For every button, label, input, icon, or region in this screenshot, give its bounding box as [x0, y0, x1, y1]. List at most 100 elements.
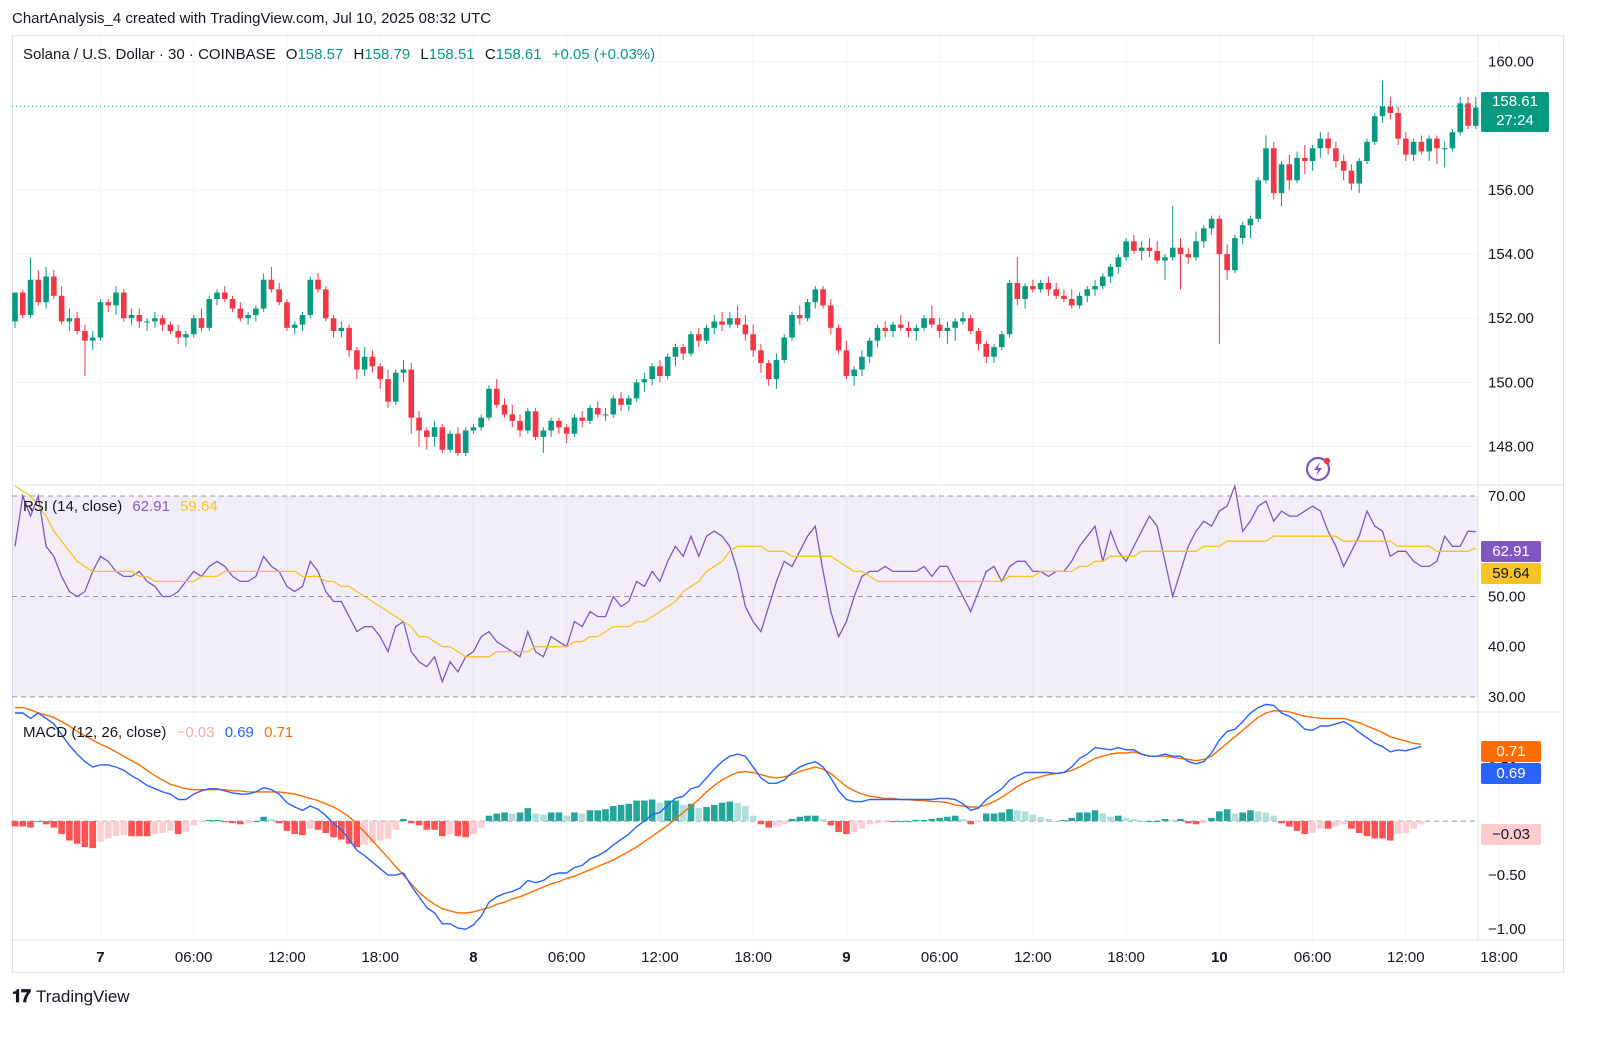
rsi-tick-label: 40.00	[1488, 639, 1526, 656]
candle-body	[517, 420, 523, 431]
footer-brand[interactable]: 𝟏𝟕 TradingView	[12, 986, 130, 1007]
candle-body	[377, 366, 383, 380]
candle-body	[742, 324, 749, 335]
candle-body	[556, 420, 562, 428]
decorations	[1305, 456, 1331, 482]
macd-hist-bar	[967, 821, 975, 825]
macd-hist-bar	[493, 813, 501, 822]
macd-hist-bar	[1099, 813, 1107, 822]
macd-hist-bar	[1021, 811, 1029, 822]
candle-body	[866, 340, 873, 357]
macd-hist-bar	[27, 821, 34, 828]
candle-body	[291, 324, 298, 328]
macd-hist-bar	[812, 815, 819, 822]
candle-body	[470, 427, 477, 431]
rsi-title: RSI (14, close)	[23, 498, 123, 515]
macd-axis-tag: 0.69	[1481, 763, 1541, 784]
candle-body	[843, 350, 850, 376]
candle-body	[688, 334, 694, 354]
candle-body	[727, 318, 733, 325]
candle-body	[1387, 106, 1394, 113]
macd-hist-bar	[1006, 809, 1013, 822]
macd-hist-bar	[734, 802, 741, 822]
macd-hist-bar	[1083, 812, 1091, 822]
macd-hist-bar	[843, 821, 850, 835]
macd-hist-bar	[252, 821, 260, 823]
candle-body	[113, 292, 119, 306]
macd-hist-bar	[1161, 818, 1169, 822]
macd-hist-bar	[672, 800, 679, 822]
candle-body	[167, 324, 174, 332]
macd-hist-bar	[780, 821, 788, 825]
x-tick-label: 8	[469, 949, 477, 966]
price-tick-label: 148.00	[1488, 439, 1534, 456]
macd-hist-bar	[1394, 821, 1402, 835]
candle-body	[330, 318, 337, 332]
macd-hist-bar	[975, 821, 982, 823]
candle-body	[1123, 241, 1129, 258]
x-tick-label: 18:00	[361, 949, 399, 966]
candle-body	[1100, 276, 1106, 287]
macd-hist-bar	[532, 813, 539, 822]
macd-hist-bar	[415, 821, 423, 826]
candle-body	[361, 356, 368, 370]
candle-body	[97, 302, 104, 338]
candle-body	[175, 331, 181, 338]
macd-hist-bar	[89, 821, 96, 849]
macd-hist-bar	[516, 812, 524, 822]
macd-hist-bar	[508, 813, 516, 822]
badge-bolt	[1314, 462, 1322, 476]
candle-body	[820, 289, 826, 306]
macd-hist-bar	[1379, 821, 1386, 839]
candle-body	[719, 321, 725, 325]
macd-hist-bar	[369, 821, 376, 843]
macd-hist-bar	[617, 804, 625, 822]
last-price-tag: 158.61 27:24	[1481, 92, 1549, 132]
macd-hist-bar	[540, 814, 547, 822]
candle-body	[245, 315, 251, 319]
candle-body	[1045, 282, 1052, 290]
candle-body	[765, 363, 772, 380]
candle-body	[1379, 106, 1386, 117]
macd-hist-value: −0.03	[176, 724, 215, 741]
candle-body	[455, 433, 461, 453]
candle-body	[354, 350, 360, 370]
macd-hist-bar	[936, 817, 943, 822]
candle-body	[1309, 148, 1316, 162]
macd-line	[15, 703, 1422, 930]
macd-hist-bar	[1332, 821, 1340, 827]
candle-body	[400, 369, 407, 373]
macd-hist-bar	[299, 821, 306, 836]
tradingview-logo-icon: 𝟏𝟕	[12, 986, 31, 1006]
candle-body	[835, 327, 842, 351]
candle-body	[1107, 266, 1114, 277]
signal-line	[15, 706, 1422, 914]
macd-hist-bar	[244, 821, 252, 824]
candle-body	[750, 334, 756, 351]
candle-body	[478, 417, 484, 428]
candle-body	[392, 372, 399, 402]
candle-body	[525, 411, 531, 431]
macd-hist-bar	[866, 821, 873, 825]
price-tick-label: 156.00	[1488, 182, 1534, 199]
candle-body	[1239, 225, 1246, 239]
macd-hist-bar	[1410, 821, 1417, 829]
candle-body	[416, 417, 422, 431]
high-label: H	[353, 46, 365, 63]
macd-hist-bar	[1138, 821, 1145, 823]
macd-hist-bar	[1068, 817, 1076, 822]
price-tick-label: 160.00	[1488, 54, 1534, 71]
candle-body	[563, 427, 570, 434]
macd-hist-bar	[1029, 814, 1037, 822]
macd-hist-bar	[35, 821, 42, 823]
candle-body	[1006, 282, 1013, 335]
macd-hist-bar	[462, 821, 469, 838]
close-value: 158.61	[495, 46, 542, 63]
candle-body	[237, 308, 244, 319]
candle-body	[804, 302, 811, 319]
macd-hist-bar	[384, 821, 392, 839]
macd-tick-label: −0.50	[1488, 867, 1526, 884]
candle-body	[260, 279, 267, 309]
candle-body	[128, 315, 135, 319]
